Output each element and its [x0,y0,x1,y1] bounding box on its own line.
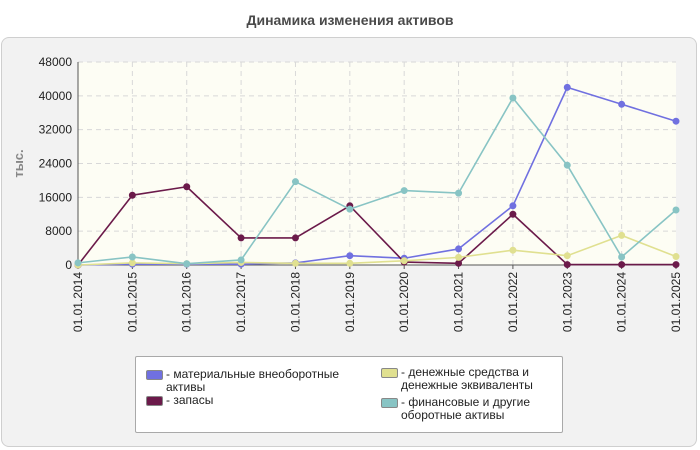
series-2-point-9 [563,252,571,260]
series-2-point-8 [509,246,517,254]
x-tick-label-11: 01.01.2025 [669,272,683,332]
y-tick-label-4: 32000 [39,123,73,137]
series-3-point-7 [455,189,463,197]
series-3-point-3 [237,256,245,264]
series-0-point-11 [672,117,680,125]
legend-swatch-3 [381,398,398,408]
series-1-point-9 [563,261,571,269]
series-1-point-11 [672,261,680,269]
chart-title: Динамика изменения активов [246,12,454,28]
x-tick-label-1: 01.01.2015 [125,272,139,332]
series-2-point-4 [291,259,299,267]
legend-item-0[interactable]: - материальные внеоборотные активы [146,368,361,394]
series-3-point-9 [563,161,571,169]
legend-item-3[interactable]: - финансовые и другие оборотные активы [381,396,561,422]
y-tick-label-0: 0 [65,258,72,272]
series-1-point-10 [618,261,626,269]
x-tick-label-10: 01.01.2024 [615,272,629,332]
chart-legend: - материальные внеоборотные активы - зап… [135,356,563,433]
series-3-point-4 [291,178,299,186]
series-1-point-1 [128,191,136,199]
series-1-point-7 [455,259,463,267]
legend-label-0: материальные внеоборотные активы [166,367,340,394]
x-tick-label-6: 01.01.2020 [397,272,411,332]
series-2-point-5 [346,259,354,267]
series-3-point-5 [346,205,354,213]
x-tick-label-3: 01.01.2017 [234,272,248,332]
y-tick-label-6: 48000 [39,55,73,69]
series-1-point-8 [509,210,517,218]
series-3-point-10 [618,253,626,261]
series-3-point-0 [74,259,82,267]
x-tick-label-5: 01.01.2019 [343,272,357,332]
series-2-point-11 [672,253,680,261]
series-3-point-1 [128,253,136,261]
series-2-point-10 [618,231,626,239]
series-3-point-2 [183,260,191,268]
y-tick-label-1: 8000 [45,224,72,238]
series-3-point-11 [672,206,680,214]
series-2-point-7 [455,253,463,261]
series-1-point-4 [291,234,299,242]
series-0-point-5 [346,252,354,260]
series-3-point-6 [400,187,408,195]
legend-label-2: денежные средства и денежные эквиваленты [401,365,533,392]
y-tick-label-3: 24000 [39,157,73,171]
y-axis-label: тыс. [11,149,26,177]
x-tick-label-7: 01.01.2021 [452,272,466,332]
series-2-point-6 [400,257,408,265]
legend-swatch-0 [146,370,163,380]
legend-label-1: запасы [173,393,214,407]
series-line-3 [77,97,677,265]
x-tick-label-4: 01.01.2018 [288,272,302,332]
legend-item-1[interactable]: - запасы [146,394,361,407]
series-line-1 [77,185,676,266]
legend-swatch-2 [381,368,398,378]
series-3-point-8 [509,94,517,102]
legend-item-2[interactable]: - денежные средства и денежные эквивален… [381,366,561,392]
y-tick-label-5: 40000 [39,89,73,103]
x-tick-label-9: 01.01.2023 [560,272,574,332]
series-1-point-3 [237,234,245,242]
series-0-point-7 [455,245,463,253]
series-0-point-10 [618,100,626,108]
x-tick-label-8: 01.01.2022 [506,272,520,332]
legend-swatch-1 [146,396,163,406]
legend-label-3: финансовые и другие оборотные активы [401,395,530,422]
series-line-2 [77,234,677,266]
x-tick-label-2: 01.01.2016 [180,272,194,332]
series-1-point-2 [183,183,191,191]
series-2-point-1 [128,259,136,267]
series-0-point-9 [563,83,571,91]
x-tick-label-0: 01.01.2014 [71,272,85,332]
y-tick-label-2: 16000 [39,190,73,204]
series-0-point-8 [509,202,517,210]
